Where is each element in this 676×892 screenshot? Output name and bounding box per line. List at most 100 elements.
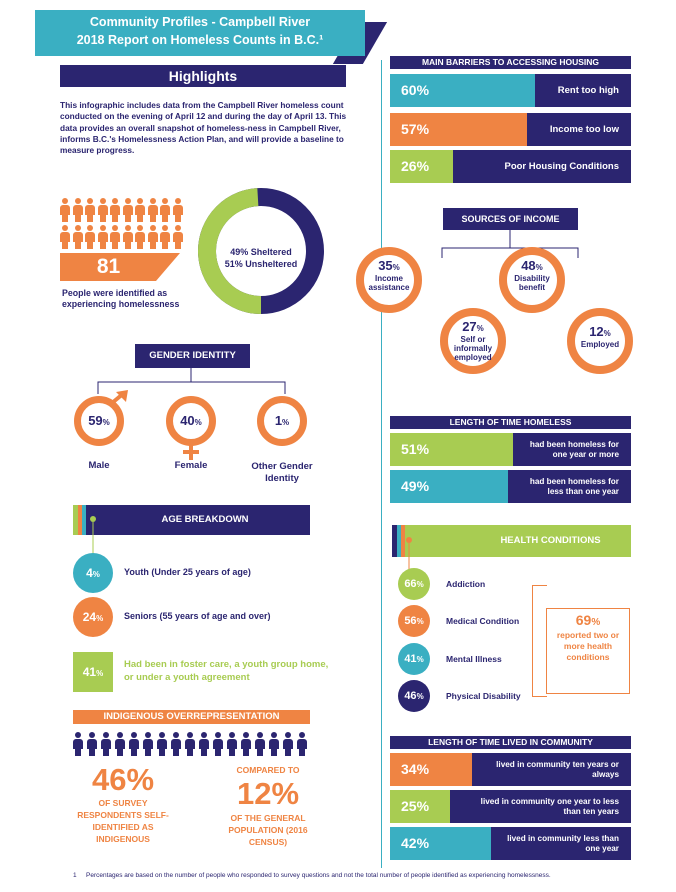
time-homeless-heading: LENGTH OF TIME HOMELESS [390,416,631,429]
time-homeless-fill-long [390,433,513,466]
barrier-value-conditions: 26% [401,158,430,174]
senior-circle: 24% [73,597,113,637]
income-pct-employed: % [603,329,611,338]
other-gender-pct: % [282,418,290,427]
person-icon [135,225,145,249]
person-icon [199,732,209,756]
lived-bar-one-to-ten: 25% lived in community one year to less … [390,790,631,823]
time-homeless-bar-short: 49% had been homeless for less than one … [390,470,631,503]
barrier-fill-rent [390,74,535,107]
intro-paragraph: This infographic includes data from the … [60,100,347,156]
health-pct-mental: % [416,655,424,664]
female-label: Female [174,460,208,471]
compared-to-text: COMPARED TO [236,765,300,775]
income-value-self-employed: 27 [462,319,477,334]
female-pct: % [194,418,202,427]
person-icon [85,198,95,222]
senior-label: Seniors (55 years of age and over) [124,611,271,621]
income-pct-self-employed: % [476,324,484,333]
health-heading-stripes [392,525,405,557]
person-icon [85,225,95,249]
indigenous-heading: INDIGENOUS OVERREPRESENTATION [73,710,310,724]
person-icon [185,732,195,756]
income-ring-employed: 12% Employed [567,308,633,374]
two-or-more-value: 69 [575,612,592,628]
footnote-number: 1 [73,872,77,879]
barrier-fill-conditions [390,150,453,183]
person-icon [60,198,70,222]
person-icon [60,225,70,249]
senior-value: 24 [82,610,97,624]
person-icon [72,225,83,249]
person-icon [129,732,139,756]
header-banner [35,10,365,56]
indigenous-people-icons [73,732,313,756]
foster-value: 41 [82,665,97,679]
person-icon [297,732,307,756]
other-gender-value: 1 [274,413,283,428]
lived-fill-one-to-ten [390,790,451,823]
person-icon [110,198,120,222]
sheltered-donut-chart [198,188,324,314]
health-pointer [406,537,412,571]
title-line-1: Community Profiles - Campbell River [89,15,311,29]
lived-heading: LENGTH OF TIME LIVED IN COMMUNITY [390,736,631,749]
female-value: 40 [180,413,195,428]
barrier-value-income: 57% [401,121,430,137]
income-value-employed: 12 [589,324,604,339]
person-icon [73,732,83,756]
youth-value: 4 [86,566,93,580]
barrier-value-rent: 60% [401,82,430,98]
person-icon [147,225,158,249]
income-heading: SOURCES OF INCOME [443,208,578,230]
health-heading: HEALTH CONDITIONS [500,535,601,546]
age-pointer [90,516,96,558]
barrier-bar-conditions: 26% Poor Housing Conditions [390,150,631,183]
health-pct-physical: % [416,692,424,701]
person-icon [101,732,111,756]
person-icon [160,225,170,249]
age-heading: AGE BREAKDOWN [100,505,310,535]
health-label-medical: Medical Condition [446,616,520,626]
person-icon [241,732,251,756]
unsheltered-label: 51% Unsheltered [224,259,298,269]
person-icon [283,732,293,756]
person-icon [213,732,223,756]
youth-circle: 4% [73,553,113,593]
income-label-self-employed: Self or informally employed [453,335,493,362]
lived-bar-less-one: 42% lived in community less than one yea… [390,827,631,860]
person-icon [160,198,170,222]
health-label-mental: Mental Illness [446,654,502,664]
person-icon [172,198,183,222]
person-icon [172,225,183,249]
person-icon [72,198,83,222]
health-value-medical: 56 [404,615,417,627]
health-circle-mental: 41% [398,643,430,675]
general-population-percent: 12% [236,776,300,811]
person-icon [255,732,265,756]
count-caption: People were identified as experiencing h… [62,288,180,309]
male-value: 59 [88,413,103,428]
income-label-employed: Employed [580,340,620,349]
health-value-mental: 41 [404,653,417,665]
health-circle-addiction: 66% [398,568,430,600]
lived-bar-ten-years: 34% lived in community ten years or alwa… [390,753,631,786]
person-icon [110,225,120,249]
other-gender-ring: 1% [257,396,307,446]
person-icon [171,732,181,756]
two-or-more-pct-sign: % [591,617,601,628]
time-homeless-fill-short [390,470,509,503]
health-value-addiction: 66 [404,578,417,590]
barrier-bar-income: 57% Income too low [390,113,631,146]
time-homeless-value-short: 49% [401,478,430,494]
health-value-physical: 46 [404,690,417,702]
male-label: Male [88,460,110,471]
income-connector [441,228,579,258]
foster-pct: % [96,669,104,678]
health-pct-addiction: % [416,580,424,589]
barrier-label-income: Income too low [549,124,619,135]
barrier-label-conditions: Poor Housing Conditions [504,161,619,172]
homeless-count: 81 [96,255,121,278]
income-label-assistance: Income assistance [368,274,410,292]
person-icon [157,732,167,756]
